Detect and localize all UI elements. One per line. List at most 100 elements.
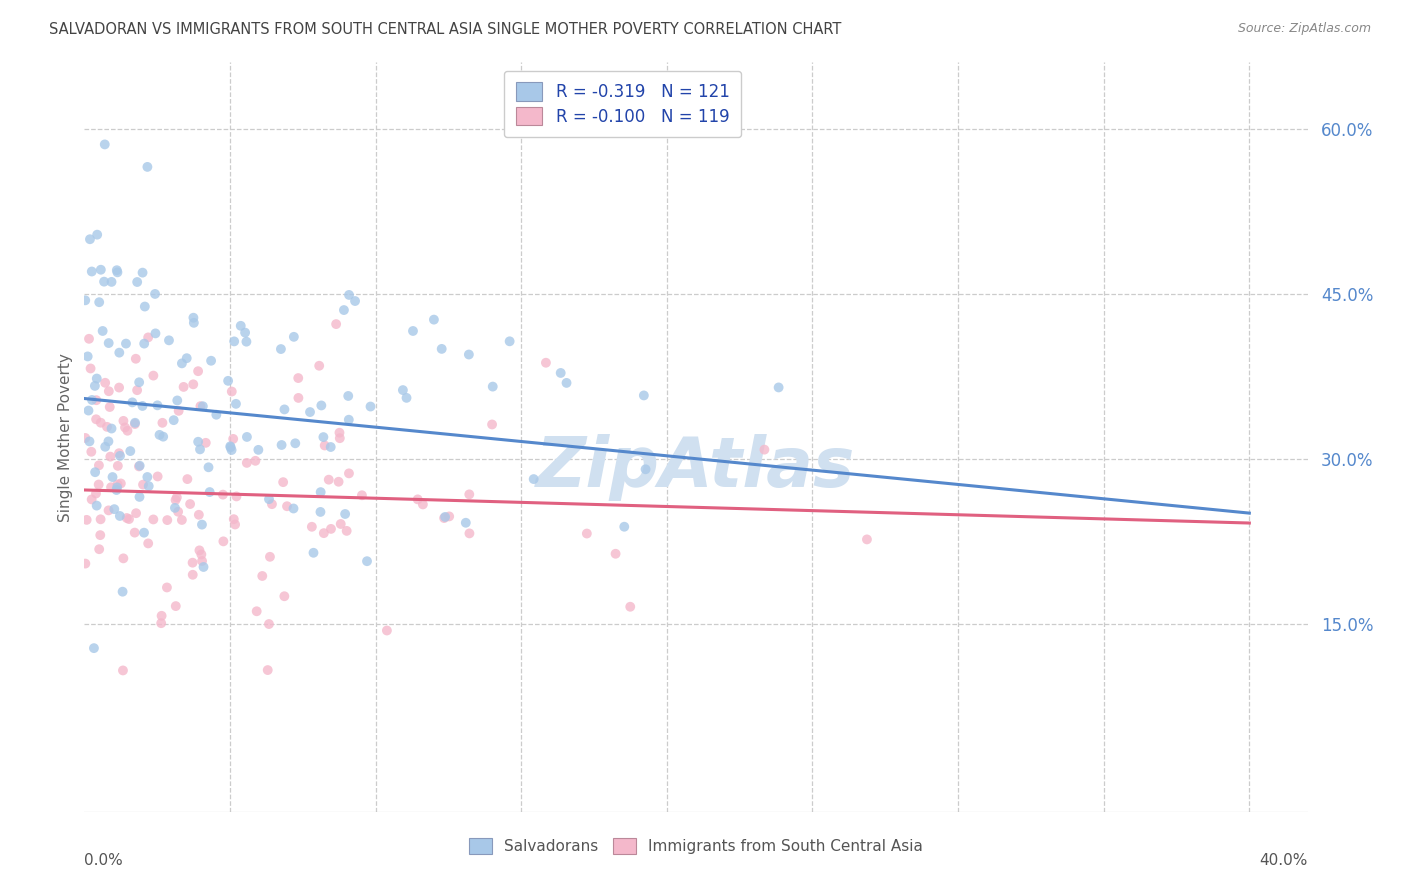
Point bbox=[112, 414, 135, 428]
Point bbox=[75, 431, 97, 445]
Point bbox=[329, 431, 352, 445]
Point bbox=[101, 470, 124, 484]
Point bbox=[120, 444, 142, 458]
Point bbox=[555, 376, 578, 390]
Point bbox=[83, 379, 105, 393]
Y-axis label: Single Mother Poverty: Single Mother Poverty bbox=[58, 352, 73, 522]
Point bbox=[170, 513, 193, 527]
Point bbox=[143, 287, 166, 301]
Point bbox=[433, 511, 456, 525]
Point bbox=[156, 513, 179, 527]
Point bbox=[167, 404, 190, 418]
Point bbox=[80, 444, 103, 458]
Point bbox=[273, 402, 295, 417]
Text: 0.0%: 0.0% bbox=[84, 853, 124, 868]
Point bbox=[79, 361, 101, 376]
Point bbox=[136, 330, 159, 344]
Point bbox=[107, 477, 129, 491]
Point bbox=[181, 377, 204, 392]
Text: 40.0%: 40.0% bbox=[1260, 853, 1308, 868]
Point bbox=[633, 388, 655, 402]
Point bbox=[523, 472, 546, 486]
Point bbox=[181, 556, 204, 570]
Point bbox=[221, 443, 243, 458]
Point bbox=[114, 420, 136, 434]
Point bbox=[111, 584, 134, 599]
Point bbox=[128, 458, 150, 473]
Point bbox=[100, 421, 122, 435]
Point bbox=[194, 435, 217, 450]
Point bbox=[131, 266, 153, 280]
Point bbox=[333, 507, 356, 521]
Point bbox=[166, 491, 188, 505]
Point bbox=[183, 316, 205, 330]
Point bbox=[84, 412, 107, 426]
Point bbox=[259, 549, 281, 564]
Point bbox=[136, 536, 159, 550]
Text: Source: ZipAtlas.com: Source: ZipAtlas.com bbox=[1237, 22, 1371, 36]
Point bbox=[458, 526, 481, 541]
Point bbox=[375, 624, 398, 638]
Point bbox=[190, 548, 212, 562]
Point bbox=[90, 262, 112, 277]
Point bbox=[79, 232, 101, 246]
Point bbox=[229, 318, 252, 333]
Point bbox=[183, 310, 205, 325]
Point bbox=[191, 554, 214, 568]
Point bbox=[145, 326, 167, 341]
Point bbox=[534, 356, 557, 370]
Point bbox=[284, 436, 307, 450]
Point bbox=[187, 434, 209, 449]
Point bbox=[314, 438, 336, 452]
Point bbox=[246, 604, 269, 618]
Point bbox=[94, 137, 117, 152]
Point bbox=[128, 376, 150, 390]
Point bbox=[309, 505, 332, 519]
Point bbox=[90, 512, 112, 526]
Point bbox=[76, 350, 98, 364]
Point bbox=[224, 517, 246, 532]
Point bbox=[344, 293, 367, 308]
Point bbox=[105, 480, 128, 494]
Point bbox=[236, 430, 259, 444]
Point bbox=[86, 393, 108, 408]
Point bbox=[84, 486, 107, 500]
Point bbox=[221, 384, 243, 399]
Point bbox=[434, 510, 457, 524]
Point bbox=[287, 371, 309, 385]
Point bbox=[124, 417, 146, 431]
Point bbox=[188, 442, 211, 457]
Point bbox=[80, 392, 103, 407]
Point bbox=[457, 347, 479, 361]
Point bbox=[270, 438, 292, 452]
Point bbox=[329, 516, 352, 531]
Point bbox=[224, 334, 246, 349]
Point bbox=[165, 599, 187, 613]
Point bbox=[86, 371, 108, 385]
Point bbox=[312, 526, 335, 541]
Point bbox=[110, 476, 132, 491]
Point bbox=[75, 293, 97, 308]
Point bbox=[107, 458, 129, 473]
Point bbox=[245, 454, 267, 468]
Point bbox=[481, 379, 503, 393]
Point bbox=[191, 399, 214, 413]
Point bbox=[318, 473, 340, 487]
Point bbox=[350, 488, 373, 502]
Point bbox=[856, 533, 879, 547]
Point bbox=[252, 569, 274, 583]
Point bbox=[127, 275, 149, 289]
Point bbox=[257, 617, 280, 632]
Point bbox=[96, 420, 118, 434]
Point bbox=[360, 400, 382, 414]
Point bbox=[115, 511, 138, 525]
Point bbox=[173, 380, 195, 394]
Point bbox=[187, 508, 209, 522]
Point bbox=[170, 356, 193, 370]
Point bbox=[256, 663, 278, 677]
Point bbox=[142, 512, 165, 526]
Point bbox=[132, 525, 155, 540]
Point bbox=[142, 368, 165, 383]
Point bbox=[90, 416, 112, 430]
Point bbox=[83, 641, 105, 656]
